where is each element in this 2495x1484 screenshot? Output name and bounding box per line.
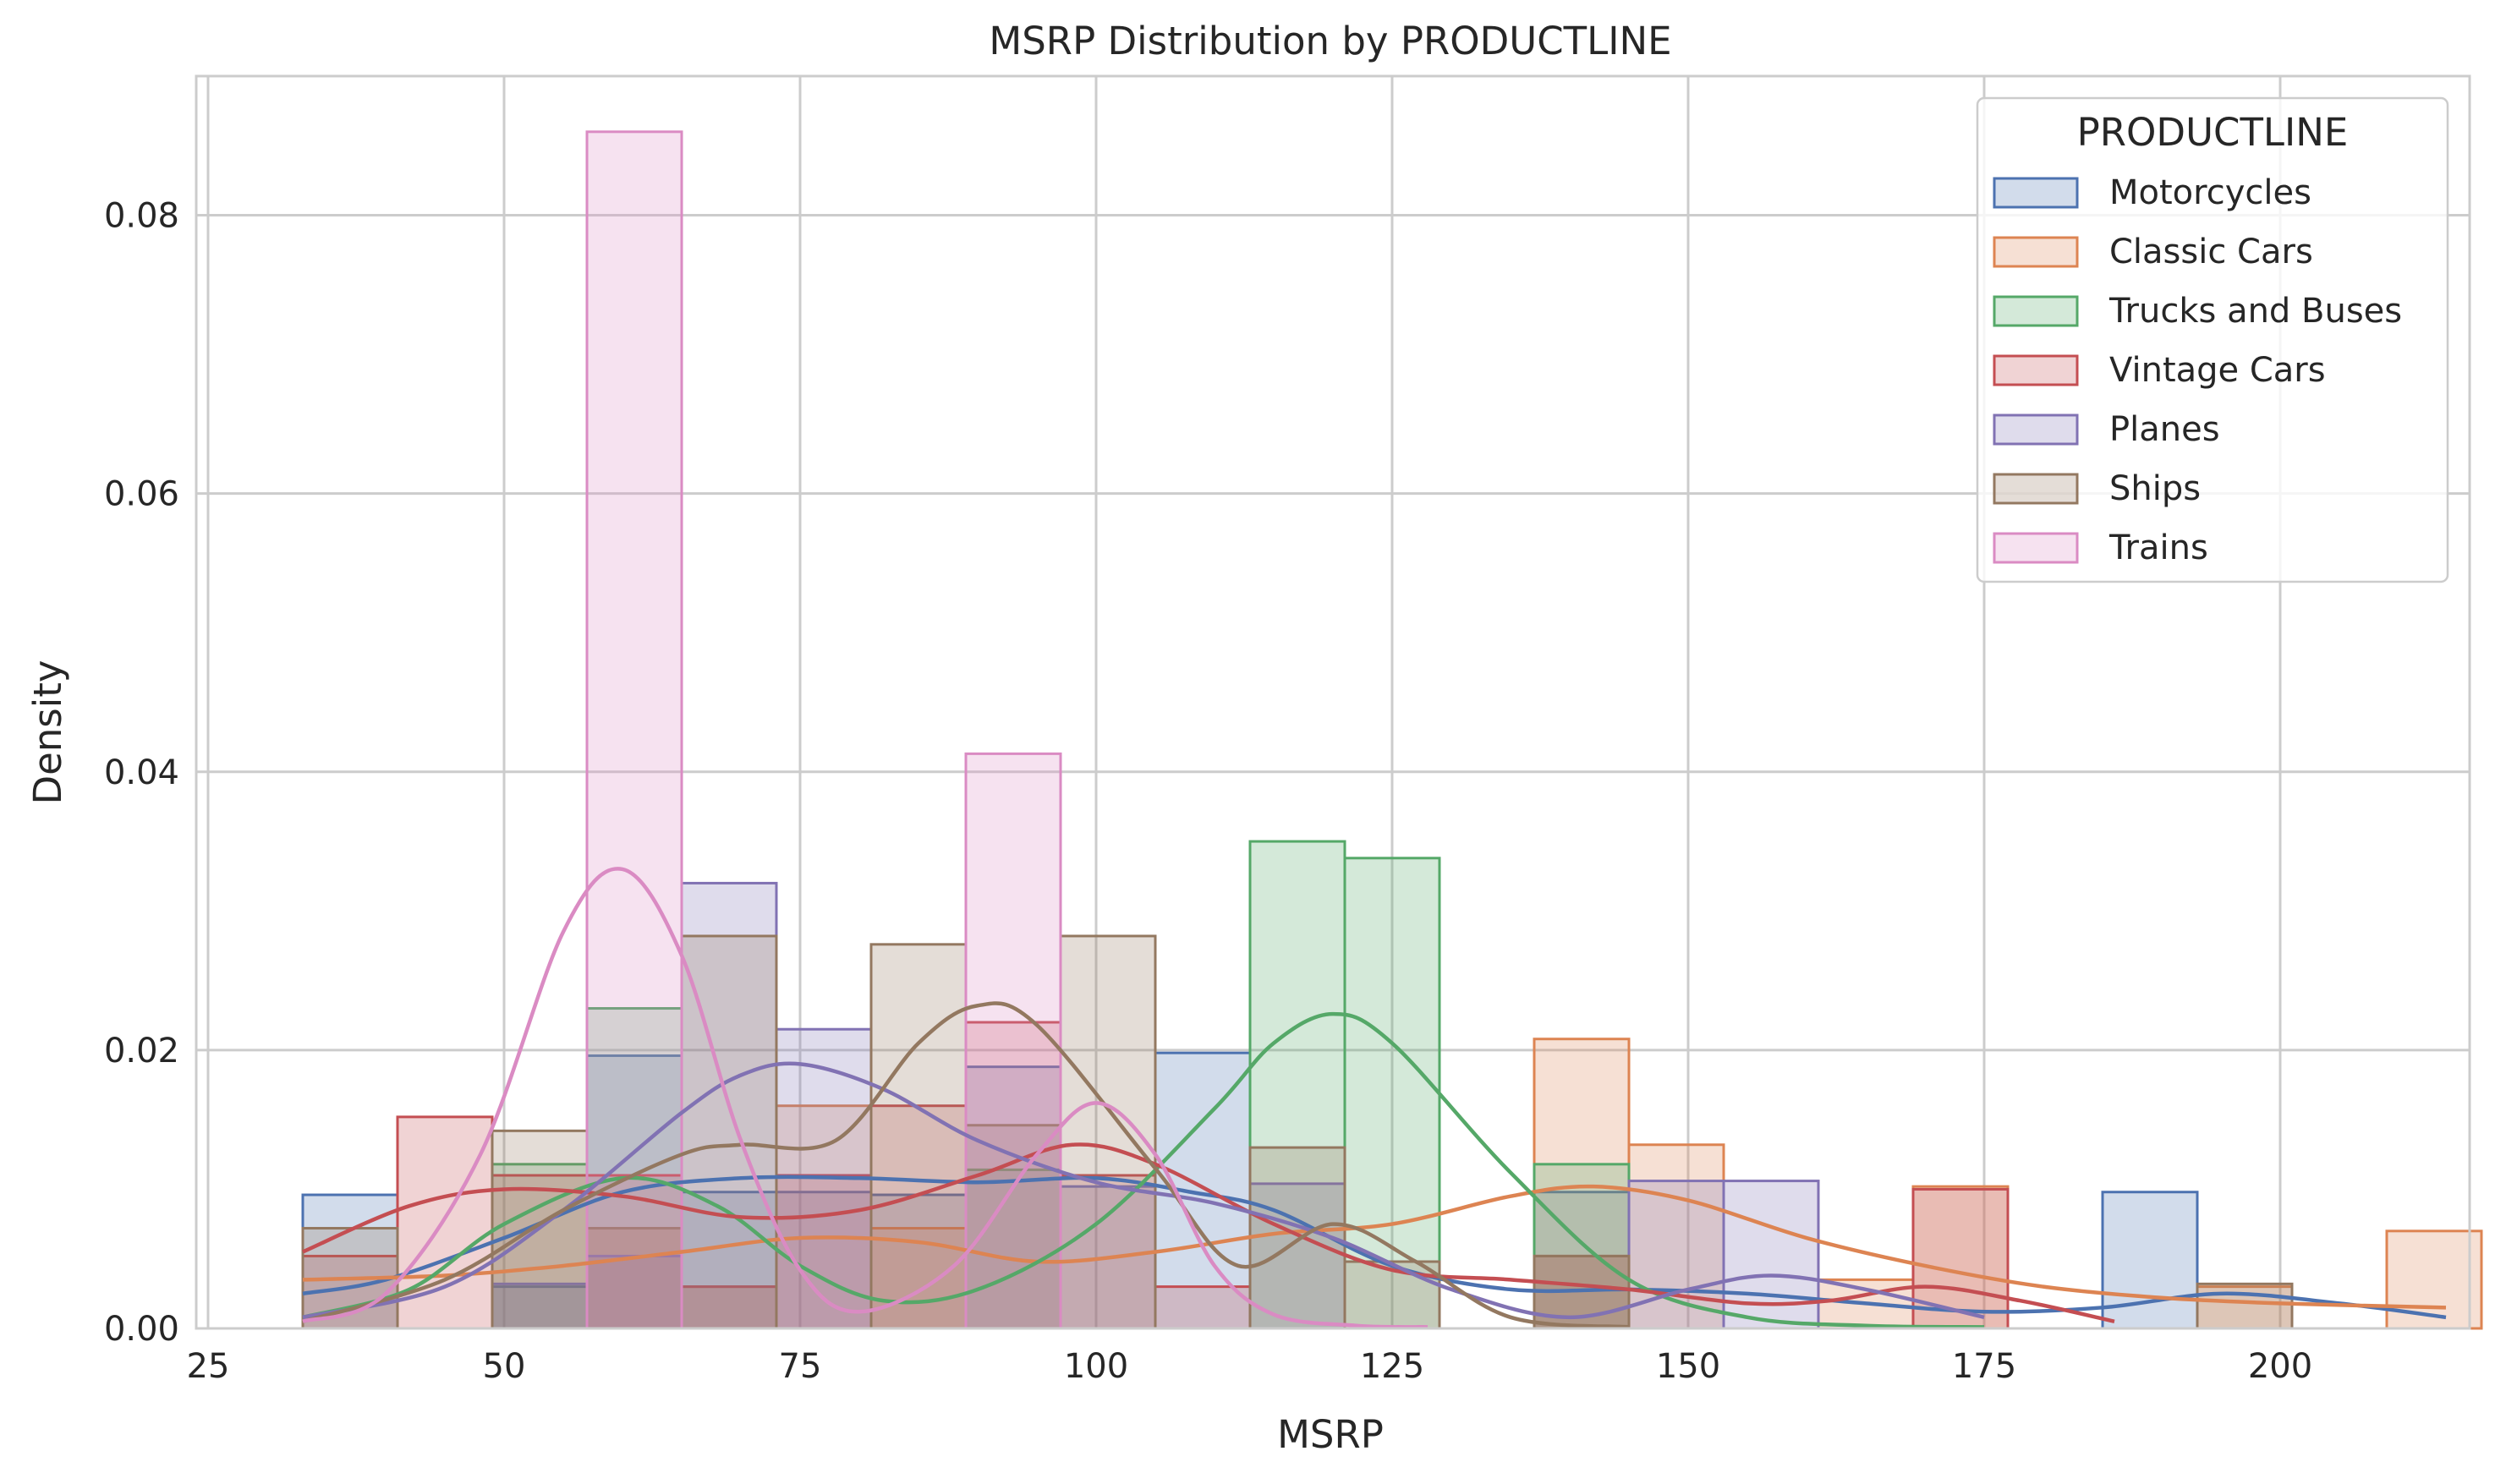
histogram-bar	[585, 1254, 683, 1330]
legend-items: Motorcycles Classic Cars Trucks and Buses V…	[1993, 173, 2402, 567]
histogram-bar	[1059, 934, 1157, 1330]
histogram-bar	[1722, 1180, 1820, 1330]
x-tick-label: 75	[779, 1347, 822, 1386]
histogram-bar	[1627, 1180, 1725, 1330]
histogram-bar	[964, 1168, 1062, 1330]
histogram-bar	[2196, 1282, 2294, 1330]
legend: PRODUCTLINE Motorcycles Classic Cars Truck…	[1976, 96, 2449, 583]
legend-item: Ships	[1993, 469, 2201, 508]
legend-item: Classic Cars	[1993, 233, 2313, 271]
legend-swatch	[1993, 413, 2079, 446]
legend-item: Trucks and Buses	[1993, 292, 2402, 331]
legend-title: PRODUCTLINE	[2077, 110, 2349, 155]
legend-label: Trains	[2108, 528, 2208, 567]
legend-label: Ships	[2109, 469, 2201, 508]
histogram-bar	[1343, 857, 1441, 1330]
y-axis-title: Density	[25, 660, 70, 804]
y-tick-label: 0.04	[104, 753, 179, 792]
x-tick-label: 100	[1064, 1347, 1128, 1386]
series-bars-5	[301, 934, 2294, 1330]
y-tick-label: 0.02	[104, 1032, 179, 1071]
legend-item: Vintage Cars	[1993, 351, 2326, 390]
legend-swatch	[1993, 177, 2079, 209]
legend-label: Vintage Cars	[2109, 351, 2326, 390]
histogram-bar	[964, 752, 1062, 1330]
y-tick-label: 0.00	[104, 1310, 179, 1349]
kde-line-1	[302, 1184, 2447, 1310]
histogram-bar	[585, 130, 683, 1330]
kde-line-2	[302, 1011, 1985, 1329]
kde-line-5	[302, 1001, 1630, 1329]
kde-curves	[302, 867, 2447, 1329]
legend-swatch	[1993, 532, 2079, 564]
legend-label: Classic Cars	[2109, 233, 2313, 271]
histogram-bar	[680, 1285, 778, 1330]
histogram-bar	[869, 943, 968, 1330]
legend-label: Motorcycles	[2109, 173, 2311, 212]
histogram-bar	[491, 1129, 589, 1330]
legend-swatch	[1993, 473, 2079, 505]
legend-item: Planes	[1993, 410, 2220, 449]
legend-label: Trucks and Buses	[2108, 292, 2402, 331]
histogram-bar	[1533, 1038, 1631, 1330]
kde-line-6	[302, 867, 1428, 1329]
histogram-bar	[1533, 1163, 1631, 1330]
x-tick-label: 175	[1952, 1347, 2016, 1386]
x-tick-label: 200	[2248, 1347, 2312, 1386]
histogram-bar	[964, 1124, 1062, 1330]
histogram-bar	[585, 1007, 683, 1330]
legend-item: Trains	[1993, 528, 2208, 567]
histogram-bar	[1059, 1174, 1157, 1330]
legend-swatch	[1993, 236, 2079, 268]
legend-swatch	[1993, 295, 2079, 327]
legend-swatch	[1993, 354, 2079, 386]
histogram-bar	[1343, 1260, 1441, 1330]
x-axis-title: MSRP	[1277, 1412, 1384, 1457]
histogram-bar	[869, 1227, 968, 1330]
legend-label: Planes	[2109, 410, 2220, 449]
x-tick-label: 150	[1656, 1347, 1720, 1386]
legend-item: Motorcycles	[1993, 173, 2311, 212]
y-tick-label: 0.06	[104, 475, 179, 514]
x-tick-label: 125	[1360, 1347, 1424, 1386]
kde-line-3	[302, 1142, 2115, 1323]
chart-title: MSRP Distribution by PRODUCTLINE	[989, 19, 1671, 63]
series-bars-1	[585, 1038, 2483, 1330]
y-tick-label: 0.08	[104, 197, 179, 236]
plot-frame	[195, 74, 2471, 1330]
legend-box	[1976, 96, 2449, 583]
x-tick-label: 50	[483, 1347, 526, 1386]
tick-labels: 25 50 75 100 125 150 175 200 0.00 0.02 0.04 0.06 0.0…	[104, 197, 2312, 1386]
x-tick-label: 25	[187, 1347, 230, 1386]
kde-line-4	[302, 1061, 1985, 1320]
